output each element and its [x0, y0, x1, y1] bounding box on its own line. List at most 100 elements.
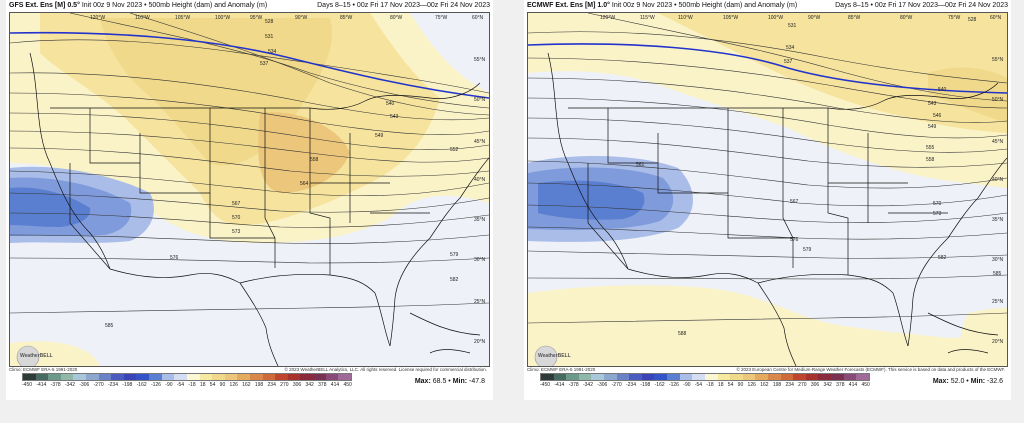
colorbar-tick-label: -54	[694, 382, 703, 388]
height-anomaly-map: 528 531 534 537 540 543 549 552 558 564 …	[10, 13, 489, 366]
contour-label: 567	[790, 199, 799, 205]
colorbar-tick-label: 126	[229, 382, 238, 388]
contour-label: 585	[993, 271, 1002, 277]
colorbar-swatch	[553, 374, 567, 380]
colorbar-tick-label: -126	[668, 382, 679, 388]
lat-label: 50°N	[992, 97, 1004, 103]
colorbar-swatch	[793, 374, 806, 380]
lon-label: 110°W	[135, 15, 150, 21]
lon-label: 80°W	[390, 15, 403, 21]
contour-label: 561	[636, 162, 645, 168]
max-min-readout: Max: 68.5 • Min: -47.8	[414, 378, 485, 385]
colorbar-ticks: -450 -414 -378 -342 -306 -270 -234 -198 -162 -126…	[540, 382, 870, 388]
colorbar-tick-label: 234	[785, 382, 794, 388]
colorbar-swatch	[692, 374, 705, 380]
contour-label: 564	[300, 181, 309, 187]
contour-label: 579	[450, 252, 459, 258]
colorbar-tick-label: -162	[654, 382, 665, 388]
colorbar-tick-label: 54	[727, 382, 734, 388]
contour-label: 537	[784, 59, 793, 65]
panel-title: ECMWF Ext. Ens [M] 1.0° Init 00z 9 Nov 2…	[524, 0, 1011, 12]
contour-label: 576	[790, 237, 799, 243]
lat-label: 50°N	[474, 97, 486, 103]
colorbar-tick-label: -198	[640, 382, 651, 388]
colorbar-tick-label: -90	[165, 382, 173, 388]
colorbar-swatch	[186, 374, 200, 380]
colorbar-tick-label: -162	[136, 382, 147, 388]
colorbar-swatch	[300, 374, 314, 380]
lon-label: 120°W	[90, 15, 105, 21]
init-desc: Init 00z 9 Nov 2023 • 500mb Height (dam)…	[81, 2, 268, 9]
colorbar-tick-label: 450	[343, 382, 352, 388]
ecmwf-panel: ECMWF Ext. Ens [M] 1.0° Init 00z 9 Nov 2…	[524, 0, 1011, 400]
contour-label: 531	[265, 34, 274, 40]
colorbar-swatch	[755, 374, 768, 380]
colorbar-tick-label: -450	[22, 382, 33, 388]
contour-label: 540	[386, 101, 395, 107]
colorbar-swatch	[654, 374, 668, 380]
colorbar-swatches	[22, 373, 352, 381]
weatherbell-logo: WeatherBELL	[534, 343, 571, 366]
panel-title: GFS Ext. Ens [M] 0.5° Init 00z 9 Nov 202…	[6, 0, 493, 12]
colorbar-swatch	[818, 374, 832, 380]
colorbar-tick-label: 18	[199, 382, 206, 388]
colorbar-swatches	[540, 373, 870, 381]
colorbar-swatch	[856, 374, 869, 380]
colorbar-tick-label: 378	[318, 382, 327, 388]
colorbar-swatch	[704, 374, 718, 380]
colorbar-swatch	[767, 374, 781, 380]
lat-label: 35°N	[992, 217, 1004, 223]
colorbar-tick-label: -378	[50, 382, 61, 388]
colorbar-swatch	[35, 374, 49, 380]
colorbar-swatch	[780, 374, 794, 380]
colorbar-swatch	[313, 374, 326, 380]
contour-label: 573	[232, 229, 241, 235]
colorbar-tick-label: 90	[219, 382, 226, 388]
min-value: -47.8	[469, 378, 485, 385]
colorbar-tick-label: 450	[861, 382, 870, 388]
colorbar-tick-label: 198	[772, 382, 782, 388]
colorbar-swatch	[591, 374, 605, 380]
colorbar-swatch	[174, 374, 187, 380]
colorbar-swatch	[224, 374, 238, 380]
lat-label: 20°N	[992, 339, 1004, 345]
climo-note: Climo: ECMWF ERA-5 1991-2020	[527, 367, 596, 372]
contour-label: 528	[265, 19, 274, 25]
colorbar-swatch	[831, 374, 844, 380]
colorbar-swatch	[60, 374, 74, 380]
colorbar-swatch	[667, 374, 680, 380]
colorbar-swatch	[742, 374, 756, 380]
lon-label: 110°W	[678, 15, 693, 21]
colorbar-swatch	[679, 374, 693, 380]
lat-label: 40°N	[474, 177, 486, 183]
colorbar-swatch	[136, 374, 150, 380]
lon-label: 100°W	[768, 15, 783, 21]
contour-label: 576	[170, 255, 179, 261]
colorbar-swatch	[237, 374, 250, 380]
contour-label: 570	[232, 215, 241, 221]
colorbar-tick-label: -270	[93, 382, 104, 388]
lon-label: 115°W	[640, 15, 655, 21]
colorbar-swatch	[629, 374, 642, 380]
map-area: 531 534 537 528 540 543 546 549 555 558 …	[527, 12, 1008, 367]
colorbar-tick-label: 270	[798, 382, 807, 388]
colorbar-swatch	[717, 374, 731, 380]
contour-label: 540	[938, 87, 947, 93]
lon-label: 85°W	[848, 15, 861, 21]
colorbar-tick-label: -306	[597, 382, 608, 388]
colorbar-tick-label: -450	[540, 382, 551, 388]
logo-globe-icon	[534, 345, 558, 366]
colorbar-swatch	[541, 374, 554, 380]
colorbar-swatch	[149, 374, 162, 380]
logo-text: WeatherBELL	[538, 353, 571, 359]
colorbar-tick-label: 342	[823, 382, 832, 388]
lon-label: 75°W	[948, 15, 961, 21]
lon-label: 60°N	[990, 15, 1002, 21]
colorbar-swatch	[604, 374, 617, 380]
contour-label: 537	[260, 61, 269, 67]
contour-label: 543	[928, 101, 937, 107]
colorbar-swatch	[805, 374, 819, 380]
lon-label: 75°W	[435, 15, 448, 21]
colorbar-tick-label: 126	[747, 382, 756, 388]
colorbar-ticks: -450 -414 -378 -342 -306 -270 -234 -198 -162 -126…	[22, 382, 352, 388]
